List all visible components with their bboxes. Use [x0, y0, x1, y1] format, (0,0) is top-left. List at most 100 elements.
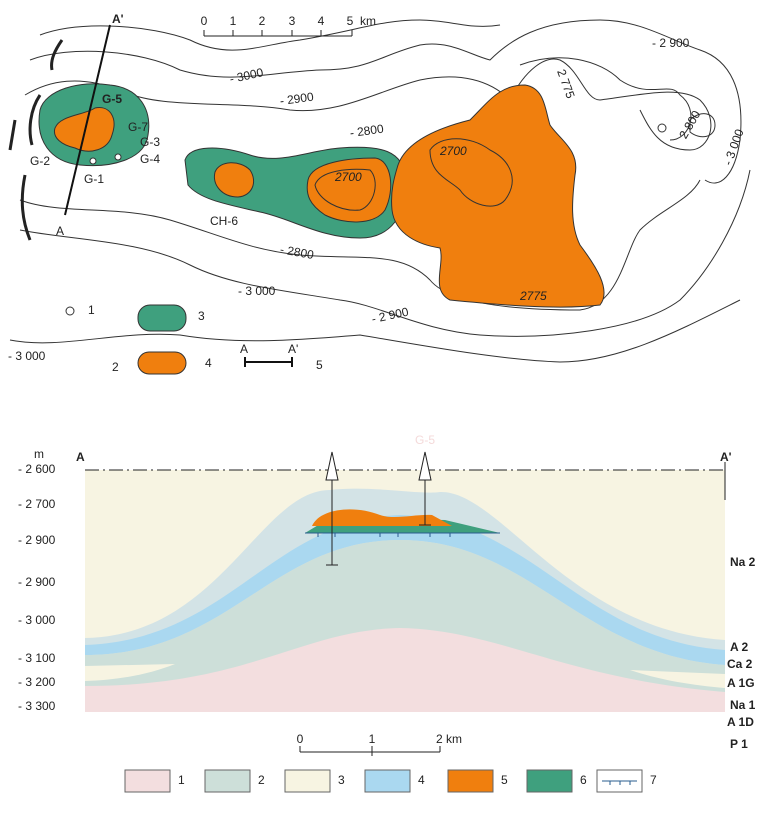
legend-label: 5 [316, 358, 323, 372]
legend-label: 5 [501, 773, 508, 787]
contour-label: 2700 [439, 144, 467, 158]
legend-label: 1 [88, 303, 95, 317]
legend-label: 2 [258, 773, 265, 787]
legend-label: 3 [338, 773, 345, 787]
layer-label: Na 2 [730, 555, 756, 569]
layer-label: P 1 [730, 737, 748, 751]
section-start: A [56, 224, 64, 238]
legend-box [284, 769, 331, 793]
contour-label: - 2 900 [652, 36, 690, 50]
scale-tick: 4 [318, 14, 325, 28]
legend-symbol [244, 357, 293, 367]
well [89, 157, 97, 165]
legend-label: 3 [198, 309, 205, 323]
legend-symbol [137, 304, 187, 332]
contour-label: - 3 000 [721, 127, 747, 167]
legend: 1 2 3 4 5 6 7 [124, 769, 657, 793]
scale-tick: 5 [347, 14, 354, 28]
contour-label: - 3 000 [238, 284, 276, 298]
section-end: A' [720, 450, 732, 464]
legend-box [364, 769, 411, 793]
scale-unit: km [360, 14, 376, 28]
layer [630, 670, 725, 688]
contour [19, 169, 751, 337]
contour [19, 179, 701, 311]
well-label: G-7 [128, 120, 148, 134]
well-label: G-4 [140, 152, 160, 166]
legend-box [124, 769, 171, 793]
legend-box [204, 769, 251, 793]
section-line [64, 24, 111, 216]
contour-label: 2700 [334, 170, 362, 184]
well-label: G-3 [140, 135, 160, 149]
depth-label: - 3 200 [18, 675, 56, 689]
layer-label: Na 1 [730, 698, 756, 712]
contour-label: 2775 [519, 289, 547, 303]
oil-field [213, 162, 254, 198]
depth-label: - 2 700 [18, 497, 56, 511]
scale-tick: 0 [297, 732, 304, 746]
layer-label: A 1D [727, 715, 754, 729]
well-label: G-5 [415, 433, 435, 447]
contour [689, 113, 716, 138]
oil-layer [312, 509, 452, 526]
depth-label: - 2 900 [18, 533, 56, 547]
legend-label: 6 [580, 773, 587, 787]
layer [85, 664, 175, 681]
well-label: G-5 [102, 92, 122, 106]
legend-label: A [240, 342, 248, 356]
depth-label: - 3 000 [18, 613, 56, 627]
contour-label: - 3000 [228, 65, 265, 86]
oil-field [53, 107, 115, 152]
layer [85, 628, 725, 712]
scale-bar [299, 746, 441, 756]
contour-label: - 2 900 [370, 305, 410, 327]
legend-label: 1 [178, 773, 185, 787]
layer-label: Ca 2 [727, 657, 753, 671]
contour-label: - 2800 [349, 121, 385, 140]
depth-label: - 3 300 [18, 699, 56, 713]
layer-label: A 1G [727, 676, 755, 690]
section-start: A [76, 450, 85, 464]
scale-tick: 2 [259, 14, 266, 28]
legend-box [447, 769, 494, 793]
well [657, 123, 667, 133]
depth-label: - 2 600 [18, 462, 56, 476]
contour-label: - 3 000 [8, 349, 46, 363]
contour-label: - 2800 [279, 242, 315, 262]
well [326, 475, 431, 566]
contour [29, 19, 742, 184]
well [114, 153, 122, 161]
depth-label: - 3 100 [18, 651, 56, 665]
scale-tick: 2 km [436, 732, 462, 746]
scale-tick: 1 [369, 732, 376, 746]
layer [85, 515, 725, 665]
legend-label: 4 [205, 356, 212, 370]
legend-label: 2 [112, 360, 119, 374]
legend-symbol [137, 351, 187, 375]
section-end: A' [112, 12, 124, 26]
scale-tick: 1 [230, 14, 237, 28]
depth-label: - 2 900 [18, 575, 56, 589]
well-head [325, 451, 432, 481]
scale-bar [203, 30, 353, 37]
contour [9, 299, 741, 363]
fault [8, 39, 64, 241]
scale-tick: 0 [201, 14, 208, 28]
legend-label: 7 [650, 773, 657, 787]
legend-symbol [65, 306, 75, 316]
legend-symbol [602, 780, 637, 785]
well-label: G-2 [30, 154, 50, 168]
legend-label: 4 [418, 773, 425, 787]
contour-label: - 2900 [279, 89, 315, 108]
contact [305, 532, 500, 537]
legend-label: A' [288, 342, 298, 356]
contour [314, 168, 376, 211]
map: 0 1 2 3 4 5 km A' A - 3000 - 2900 - 2800… [8, 12, 751, 375]
contour [429, 138, 513, 207]
well-label: CH-6 [210, 214, 238, 228]
layer-label: A 2 [730, 640, 749, 654]
well-label: G-1 [84, 172, 104, 186]
